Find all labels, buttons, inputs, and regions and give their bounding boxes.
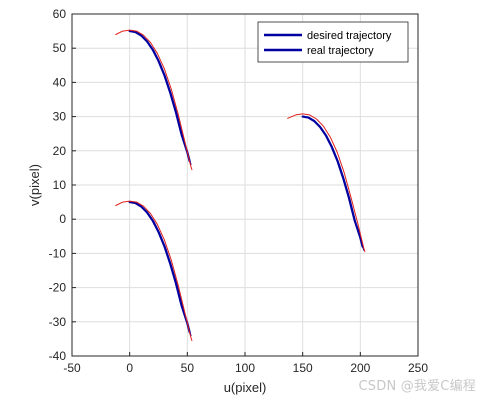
legend-label-real: real trajectory xyxy=(307,45,374,57)
y-tick-label: -10 xyxy=(49,246,67,260)
reference-trajectory-line-1 xyxy=(115,29,193,171)
y-tick-label: 60 xyxy=(53,7,67,21)
legend: desired trajectory real trajectory xyxy=(257,21,409,63)
y-tick-label: -20 xyxy=(49,281,67,295)
y-tick-label: 10 xyxy=(53,178,67,192)
watermark: CSDN @我爱C编程 xyxy=(358,379,476,394)
x-tick-label: 0 xyxy=(126,361,133,375)
ticks: -50 0 50 100 150 200 250 -40 -30 -20 -10 0 10 20 30 40 5… xyxy=(49,7,429,375)
y-tick-label: 0 xyxy=(59,212,66,226)
real-trajectory-line-2 xyxy=(130,201,192,337)
legend-label-desired: desired trajectory xyxy=(307,30,392,42)
x-tick-label: 250 xyxy=(408,361,428,375)
y-tick-label: -30 xyxy=(49,315,67,329)
real-trajectory-line-1 xyxy=(130,30,192,166)
series-layer xyxy=(115,29,366,342)
x-tick-label: 200 xyxy=(350,361,370,375)
x-axis-label: u(pixel) xyxy=(224,380,267,395)
x-tick-label: 150 xyxy=(293,361,313,375)
y-axis-label: v(pixel) xyxy=(27,164,42,206)
y-tick-label: -40 xyxy=(49,349,67,363)
x-tick-label: 100 xyxy=(235,361,255,375)
y-tick-label: 50 xyxy=(53,41,67,55)
reference-trajectory-line-2 xyxy=(115,200,193,342)
y-tick-label: 20 xyxy=(53,144,67,158)
x-tick-label: 50 xyxy=(181,361,195,375)
x-tick-label: -50 xyxy=(63,361,81,375)
reference-trajectory-line-3 xyxy=(287,113,366,253)
y-tick-label: 30 xyxy=(53,110,67,124)
real-trajectory-line-3 xyxy=(303,115,365,251)
legend-box xyxy=(257,21,409,63)
y-tick-label: 40 xyxy=(53,75,67,89)
